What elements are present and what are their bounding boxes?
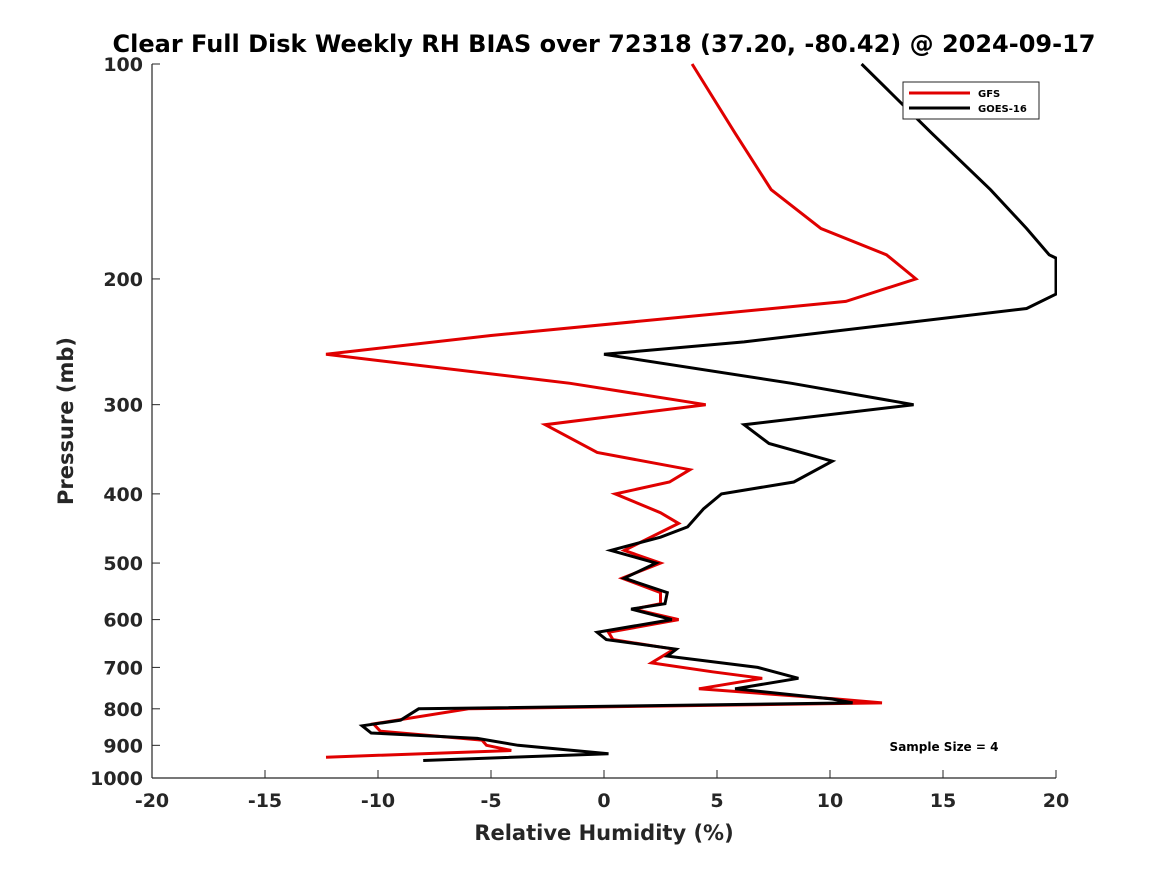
y-tick-label: 800 [103, 699, 143, 721]
chart-title: Clear Full Disk Weekly RH BIAS over 7231… [113, 30, 1096, 58]
legend-label: GFS [978, 89, 1000, 100]
y-tick-label: 400 [103, 484, 143, 506]
x-tick-label: 10 [817, 790, 843, 812]
y-tick-label: 700 [103, 657, 143, 679]
x-tick-label: 20 [1043, 790, 1069, 812]
y-axis-label: Pressure (mb) [54, 337, 78, 505]
x-tick-label: 0 [597, 790, 610, 812]
axes-layer: -20 -15 -10 -5 0 5 10 15 20 100 200 300 400 500 600 700… [90, 54, 1069, 812]
y-tick-label: 500 [103, 553, 143, 575]
x-axis-label: Relative Humidity (%) [474, 821, 733, 845]
plot-background [152, 64, 1056, 778]
x-tick-label: -10 [361, 790, 395, 812]
y-tick-label: 1000 [90, 768, 143, 790]
x-tick-label: -15 [248, 790, 282, 812]
x-tick-label: -5 [480, 790, 501, 812]
series-line-goes-16 [358, 63, 1057, 762]
y-tick-label: 600 [103, 610, 143, 632]
y-tick-label: 200 [103, 269, 143, 291]
y-tick-label: 300 [103, 395, 143, 417]
plot-area [152, 64, 1056, 778]
x-tick-label: 15 [930, 790, 956, 812]
legend-box [902, 81, 1040, 120]
legend: GFS GOES-16 [902, 81, 1040, 120]
x-tick-label: -20 [135, 790, 169, 812]
y-tick-label: 900 [103, 735, 143, 757]
sample-size-annotation: Sample Size = 4 [890, 740, 999, 754]
series-layer [325, 63, 1057, 762]
y-tick-label: 100 [103, 54, 143, 76]
x-tick-label: 5 [710, 790, 723, 812]
legend-label: GOES-16 [978, 104, 1027, 115]
